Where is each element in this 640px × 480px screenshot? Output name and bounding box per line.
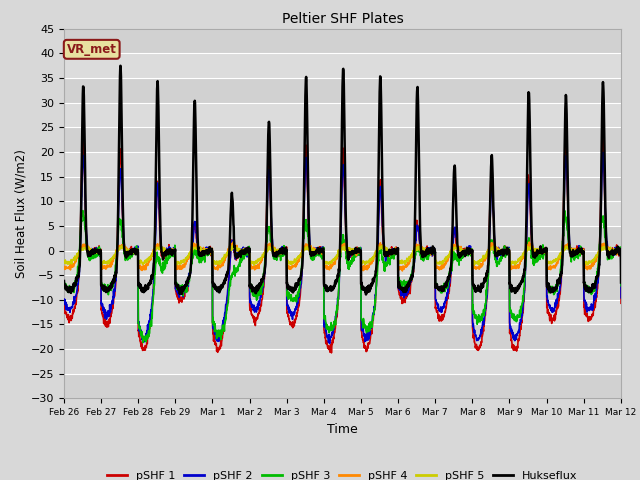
Bar	[64, 324, 621, 349]
Bar	[64, 152, 621, 177]
X-axis label: Time: Time	[327, 423, 358, 436]
Legend: pSHF 1, pSHF 2, pSHF 3, pSHF 4, pSHF 5, Hukseflux: pSHF 1, pSHF 2, pSHF 3, pSHF 4, pSHF 5, …	[103, 467, 582, 480]
Bar	[64, 201, 621, 226]
Y-axis label: Soil Heat Flux (W/m2): Soil Heat Flux (W/m2)	[15, 149, 28, 278]
Bar	[64, 226, 621, 251]
Bar	[64, 300, 621, 324]
Bar	[64, 29, 621, 53]
Title: Peltier SHF Plates: Peltier SHF Plates	[282, 12, 403, 26]
Bar	[64, 275, 621, 300]
Bar	[64, 374, 621, 398]
Bar	[64, 127, 621, 152]
Bar	[64, 53, 621, 78]
Text: VR_met: VR_met	[67, 43, 116, 56]
Bar	[64, 78, 621, 103]
Bar	[64, 349, 621, 374]
Bar	[64, 177, 621, 201]
Bar	[64, 251, 621, 275]
Bar	[64, 103, 621, 127]
